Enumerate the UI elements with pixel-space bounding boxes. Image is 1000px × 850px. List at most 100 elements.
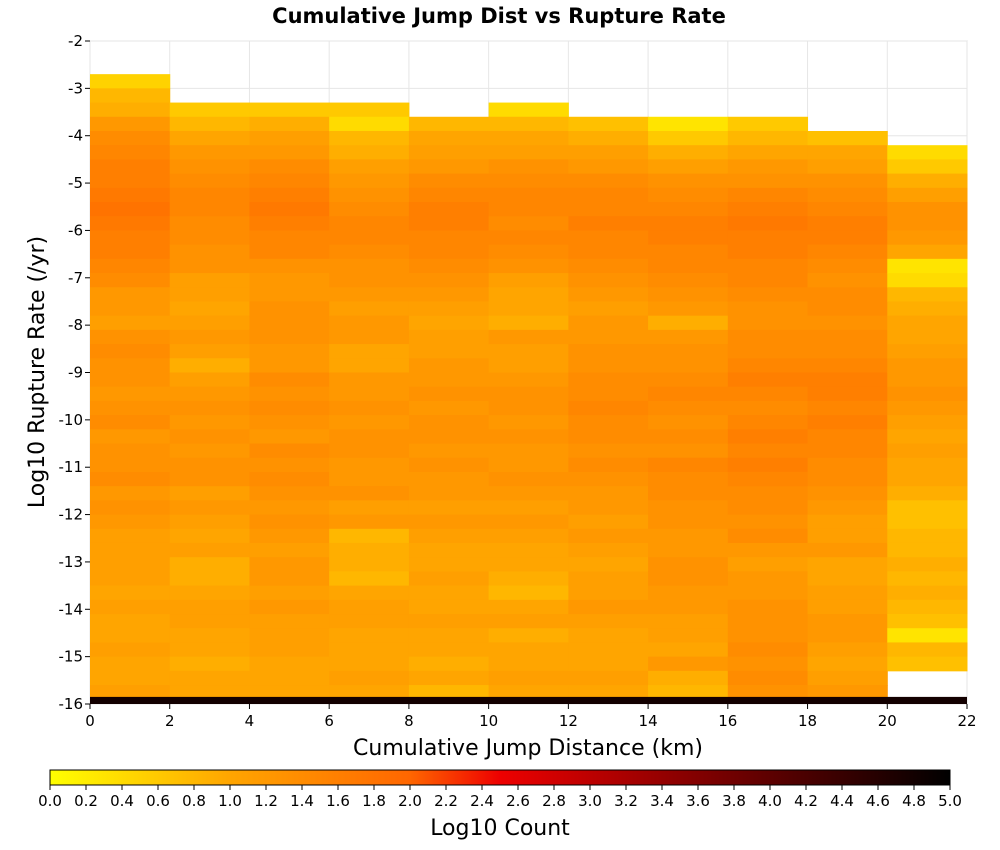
heatmap-cell	[887, 571, 968, 587]
heatmap-cell	[807, 571, 888, 587]
heatmap-cell	[408, 528, 490, 544]
heatmap-cell	[249, 542, 330, 558]
heatmap-cell	[727, 258, 809, 274]
heatmap-cell	[727, 614, 809, 629]
heatmap-cell	[568, 685, 649, 698]
heatmap-cell	[329, 273, 410, 288]
heatmap-cell	[408, 358, 490, 373]
colorbar-tick-label: 1.6	[326, 792, 350, 810]
heatmap-cell	[408, 159, 490, 175]
heatmap-cell	[887, 159, 968, 175]
heatmap-cell	[169, 159, 250, 175]
heatmap-cell	[169, 287, 250, 302]
y-tick-label: -11	[59, 458, 84, 476]
heatmap-cell	[887, 273, 968, 288]
heatmap-cell	[90, 457, 171, 473]
heatmap-cell	[249, 273, 330, 288]
heatmap-cell	[90, 514, 171, 530]
heatmap-cell	[408, 514, 490, 530]
heatmap-cell	[249, 187, 330, 203]
heatmap-cell	[727, 585, 809, 601]
heatmap-cell	[727, 500, 809, 516]
heatmap-cell	[488, 571, 569, 587]
colorbar-tick-label: 1.2	[254, 792, 278, 810]
heatmap-cell	[887, 400, 968, 416]
heatmap-cell	[249, 244, 330, 260]
heatmap-cell	[488, 656, 569, 672]
heatmap-cell	[887, 628, 968, 643]
heatmap-cell	[169, 486, 250, 501]
heatmap-cell	[568, 358, 649, 373]
heatmap-cell	[249, 557, 330, 572]
heatmap-cell	[90, 372, 171, 388]
heatmap-cell	[329, 116, 410, 132]
heatmap-cell	[887, 315, 968, 331]
heatmap-cell	[408, 130, 490, 146]
heatmap-cell	[408, 244, 490, 260]
heatmap-cell	[887, 486, 968, 501]
heatmap-cell	[488, 415, 569, 430]
heatmap-cell	[887, 358, 968, 373]
heatmap-cell	[648, 372, 729, 388]
heatmap-cell	[90, 528, 171, 544]
heatmap-cell	[90, 159, 171, 175]
heatmap-cell	[169, 443, 250, 459]
heatmap-cell	[568, 415, 649, 430]
heatmap-cell	[648, 443, 729, 459]
heatmap-cell	[90, 315, 171, 331]
heatmap-cell	[727, 642, 809, 658]
heatmap-cell	[90, 471, 171, 487]
heatmap-cell	[807, 202, 888, 217]
heatmap-cell	[408, 202, 490, 217]
heatmap-cell	[169, 628, 250, 643]
heatmap-cell	[488, 557, 569, 572]
heatmap-cell	[887, 614, 968, 629]
heatmap-cell	[488, 273, 569, 288]
heatmap-cell	[568, 287, 649, 302]
heatmap-cell	[329, 571, 410, 587]
heatmap-cell	[488, 429, 569, 445]
heatmap-cell	[408, 258, 490, 274]
heatmap-cell	[329, 187, 410, 203]
heatmap-cell	[408, 443, 490, 459]
heatmap-cell	[329, 202, 410, 217]
heatmap-cell	[169, 102, 250, 118]
heatmap-cell	[727, 656, 809, 672]
heatmap-cell	[887, 514, 968, 530]
heatmap-cell	[568, 130, 649, 146]
heatmap-cell	[887, 244, 968, 260]
heatmap-cell	[727, 486, 809, 501]
heatmap-cell	[329, 642, 410, 658]
heatmap-cell	[249, 514, 330, 530]
heatmap-cell	[648, 216, 729, 231]
heatmap-cell	[648, 173, 729, 189]
heatmap-cell	[488, 130, 569, 146]
heatmap-cell	[807, 628, 888, 643]
heatmap-cell	[887, 216, 968, 231]
heatmap-cell	[90, 386, 171, 402]
y-tick-label: -4	[68, 127, 83, 145]
heatmap-cell	[249, 372, 330, 388]
colorbar-tick-label: 2.2	[434, 792, 458, 810]
heatmap-cell	[648, 287, 729, 302]
heatmap-cell	[90, 670, 171, 686]
heatmap-cell	[329, 457, 410, 473]
heatmap-cell	[249, 614, 330, 629]
colorbar-tick-label: 1.4	[290, 792, 314, 810]
heatmap-cell	[807, 585, 888, 601]
heatmap-cell	[249, 429, 330, 445]
heatmap-cell	[90, 202, 171, 217]
heatmap-cell	[488, 443, 569, 459]
heatmap-cell	[169, 372, 250, 388]
heatmap-cell	[807, 514, 888, 530]
heatmap-cell	[568, 585, 649, 601]
heatmap-cell	[249, 173, 330, 189]
heatmap-cell	[568, 628, 649, 643]
heatmap-cell-bottom-row	[90, 696, 967, 704]
heatmap-cell	[249, 642, 330, 658]
heatmap-cell	[90, 656, 171, 672]
heatmap-cell	[488, 202, 569, 217]
heatmap-cell	[249, 287, 330, 302]
y-axis-label: Log10 Rupture Rate (/yr)	[25, 236, 50, 508]
heatmap-cell	[329, 287, 410, 302]
